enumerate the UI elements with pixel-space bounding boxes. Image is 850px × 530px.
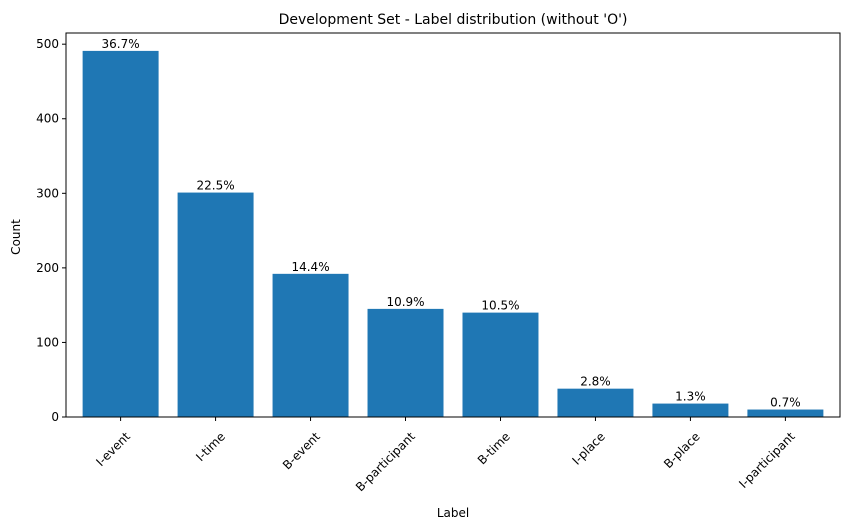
- y-tick-label: 0: [51, 410, 59, 424]
- bar-i-time: [177, 192, 254, 417]
- bar-i-place: [557, 388, 634, 417]
- bar-value-label: 36.7%: [102, 37, 140, 51]
- bar-b-place: [652, 403, 729, 417]
- y-tick-label: 100: [36, 335, 59, 349]
- bar-b-time: [462, 312, 539, 417]
- x-tick-label: B-event: [280, 429, 323, 472]
- chart-title: Development Set - Label distribution (wi…: [279, 12, 628, 28]
- x-tick-label: I-participant: [736, 429, 798, 491]
- bar-i-participant: [747, 409, 824, 417]
- bar-value-label: 10.9%: [386, 295, 424, 309]
- x-tick-label: B-time: [475, 429, 513, 467]
- y-axis-label: Count: [9, 219, 23, 255]
- bar-value-labels: 36.7% 22.5% 14.4% 10.9% 10.5% 2.8% 1.3% 0.7%: [102, 37, 801, 410]
- bar-value-label: 10.5%: [481, 299, 519, 313]
- x-tick-label: I-place: [570, 429, 608, 467]
- x-tick-label: B-place: [661, 429, 703, 471]
- x-tick-label: I-time: [193, 429, 228, 464]
- y-tick-label: 500: [36, 37, 59, 51]
- bar-value-label: 2.8%: [580, 375, 611, 389]
- y-tick-label: 400: [36, 112, 59, 126]
- x-tick-label: B-participant: [353, 429, 418, 494]
- bars: [82, 50, 824, 418]
- bar-value-label: 22.5%: [197, 179, 235, 193]
- x-axis-label: Label: [437, 506, 469, 520]
- bar-value-label: 1.3%: [675, 390, 706, 404]
- y-axis: 0 100 200 300 400 500: [36, 37, 66, 424]
- y-tick-label: 200: [36, 261, 59, 275]
- bar-value-label: 0.7%: [770, 396, 801, 410]
- bar-b-participant: [367, 308, 444, 417]
- bar-value-label: 14.4%: [291, 260, 329, 274]
- y-tick-label: 300: [36, 186, 59, 200]
- plot-frame: [65, 32, 841, 418]
- bar-i-event: [82, 50, 159, 418]
- x-axis: I-event I-time B-event B-participant B-time I…: [93, 417, 798, 494]
- x-tick-label: I-event: [93, 429, 133, 469]
- bar-b-event: [272, 273, 349, 417]
